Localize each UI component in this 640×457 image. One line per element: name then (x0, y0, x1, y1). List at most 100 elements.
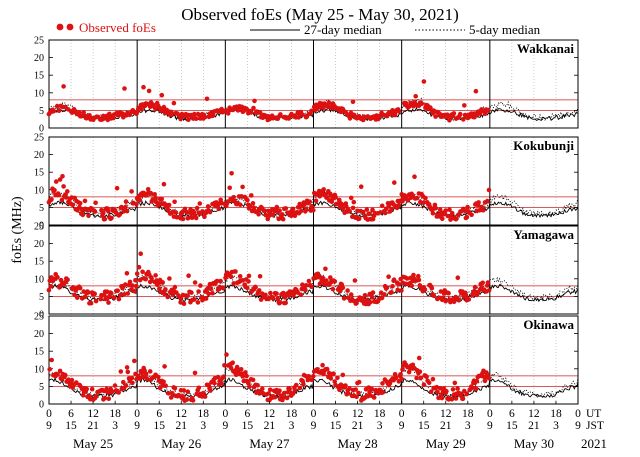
observed-point (300, 112, 305, 118)
ut-tick-label: 12 (264, 408, 276, 420)
observed-point (298, 292, 304, 298)
observed-point (461, 117, 466, 122)
observed-point (343, 383, 348, 388)
observed-point (247, 203, 253, 209)
observed-point (80, 212, 86, 218)
observed-point (413, 94, 419, 99)
observed-point (69, 377, 75, 383)
ut-tick-label: 0 (134, 408, 140, 420)
observed-point (435, 389, 440, 395)
jst-tick-label: 15 (242, 420, 254, 432)
observed-point (74, 380, 79, 385)
observed-point (124, 365, 130, 370)
observed-point (148, 190, 154, 196)
observed-point (382, 210, 388, 216)
observed-point (279, 212, 285, 217)
observed-point (481, 207, 486, 213)
observed-point (193, 116, 199, 121)
observed-point (428, 389, 434, 395)
observed-point (346, 391, 351, 396)
observed-point (160, 280, 165, 285)
observed-point (430, 376, 436, 382)
observed-point (262, 208, 267, 213)
observed-point (353, 387, 359, 392)
observed-point (138, 251, 143, 256)
jst-tick-label: 21 (528, 420, 540, 432)
observed-point (482, 374, 487, 380)
observed-point (121, 379, 126, 385)
observed-point (406, 369, 412, 375)
observed-point (56, 108, 62, 113)
observed-point (430, 211, 436, 216)
observed-point (381, 112, 386, 118)
observed-point (323, 266, 328, 272)
observed-point (93, 200, 98, 206)
observed-point (337, 288, 343, 294)
y-tick-label: 15 (34, 347, 44, 358)
station-panels: 0 5 10 15 20 25 Wakkanai 0 5 10 15 20 25 Kokubunji 0 5 1… (34, 36, 579, 411)
observed-point (60, 174, 65, 179)
jst-tick-label: 9 (46, 420, 52, 432)
observed-point (184, 397, 190, 402)
observed-point (144, 376, 150, 382)
observed-point (55, 274, 60, 280)
observed-point (301, 382, 306, 387)
jst-tick-label: 9 (487, 420, 493, 432)
observed-point (263, 212, 269, 218)
observed-point (245, 197, 250, 203)
observed-point (268, 290, 273, 296)
panel-okinawa: 0 5 10 15 20 25 Okinawa (34, 312, 579, 411)
observed-point (80, 393, 86, 398)
y-tick-label: 20 (34, 329, 44, 340)
y-tick-label: 25 (34, 222, 44, 233)
observed-point (112, 383, 118, 388)
observed-point (132, 358, 137, 364)
observed-point (161, 104, 167, 110)
observed-point (190, 398, 196, 403)
ut-tick-label: 6 (68, 408, 74, 420)
observed-point (322, 281, 327, 287)
observed-point (351, 199, 357, 205)
ut-tick-label: 12 (528, 408, 540, 420)
observed-point (88, 300, 94, 306)
observed-point (486, 375, 492, 381)
observed-point (218, 278, 223, 284)
observed-point (116, 390, 121, 395)
observed-point (233, 269, 238, 274)
observed-point (111, 115, 116, 121)
observed-point (450, 387, 456, 392)
observed-point (439, 395, 445, 401)
panel-frame (48, 136, 579, 226)
observed-point (486, 288, 492, 293)
observed-point (82, 294, 88, 300)
observed-point (129, 189, 134, 194)
observed-point (77, 110, 82, 115)
y-tick-label: 5 (39, 382, 44, 393)
observed-point (123, 199, 129, 204)
ut-tick-label: 6 (333, 408, 339, 420)
jst-tick-label: 9 (222, 420, 228, 432)
observed-point (231, 281, 236, 286)
observed-point (292, 213, 298, 218)
observed-point (204, 96, 210, 102)
observed-point (309, 377, 314, 383)
observed-point (474, 378, 480, 384)
observed-point (465, 204, 470, 210)
observed-point (63, 372, 68, 378)
median-5day-line (48, 273, 579, 302)
observed-point (447, 207, 452, 212)
observed-point (398, 372, 403, 377)
observed-point (370, 290, 376, 295)
observed-point (195, 300, 201, 305)
observed-point (170, 292, 176, 298)
observed-point (165, 207, 171, 213)
observed-point (275, 296, 281, 301)
observed-point (246, 273, 252, 279)
observed-point (186, 117, 191, 123)
jst-tick-label: 21 (87, 420, 99, 432)
y-tick-label: 15 (34, 168, 44, 179)
observed-point (341, 296, 347, 301)
jst-tick-label: 9 (134, 420, 140, 432)
observed-point (451, 299, 457, 305)
observed-point (153, 195, 158, 201)
